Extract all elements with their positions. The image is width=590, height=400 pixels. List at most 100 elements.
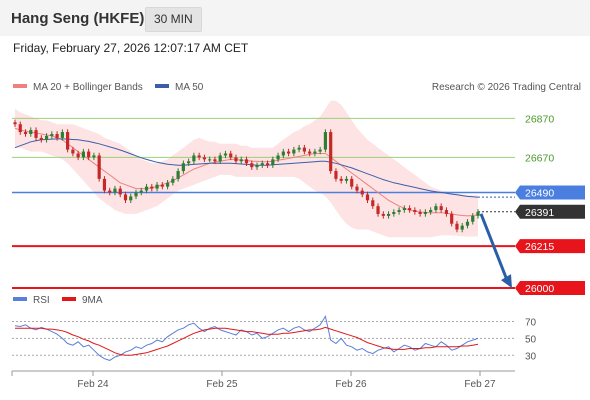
candle-body (313, 151, 317, 154)
candle-body (171, 178, 175, 183)
candle-body (66, 132, 70, 150)
support_1-tag (515, 239, 585, 254)
last_price-label: 26391 (525, 207, 554, 219)
candle-body (276, 155, 280, 160)
candle-body (155, 184, 159, 189)
ma20-legend-label: MA 20 + Bollinger Bands (33, 82, 143, 93)
candle-body (160, 184, 164, 187)
candle-body (50, 134, 54, 136)
ma50-legend-swatch (155, 84, 169, 88)
candle-body (139, 190, 143, 193)
rsi-ma-line (15, 326, 479, 356)
x-axis: Feb 24 Feb 25 Feb 26 Feb 27 (11, 370, 515, 390)
candle-body (439, 206, 443, 211)
candle-body (234, 157, 238, 162)
instrument-title: Hang Seng (HKFE) (11, 10, 145, 27)
candle-body (92, 155, 96, 158)
candle-body (350, 178, 354, 187)
rsi-legend-swatch (13, 297, 27, 301)
candle-body (29, 130, 33, 134)
rsi-tick-label: 70 (525, 317, 537, 328)
rsi-tick-label: 50 (525, 334, 537, 345)
candle-body (408, 208, 412, 211)
pivot-tag (515, 185, 585, 200)
rsi-ma-legend-label: 9MA (82, 295, 103, 306)
bollinger-band-area (15, 100, 478, 238)
candle-body (102, 178, 107, 191)
candle-body (13, 122, 17, 125)
candle-body (239, 159, 243, 162)
candle-body (34, 130, 38, 138)
candle-body (197, 155, 201, 158)
forecast-arrow-shaft (479, 213, 509, 281)
candle-body (165, 182, 170, 187)
candle-body (187, 161, 191, 164)
candle-body (39, 137, 43, 140)
candle-body (339, 178, 343, 181)
candle-body (413, 210, 417, 212)
candle-body (344, 178, 349, 181)
candle-body (208, 159, 212, 161)
candle-body (392, 212, 396, 214)
candle-body (323, 132, 328, 150)
candle-body (76, 153, 80, 158)
candle-body (376, 206, 380, 214)
forecast-arrow (479, 213, 512, 289)
credit-label: Research © 2026 Trading Central (432, 82, 581, 93)
candle-body (365, 194, 370, 201)
price-levels (12, 117, 515, 290)
timeframe-button[interactable]: 30 MIN (145, 7, 202, 32)
candle-body (271, 159, 275, 166)
forecast-arrow-head (501, 274, 512, 289)
pivot-label: 26490 (525, 188, 554, 200)
candlesticks (13, 119, 480, 233)
candle-body (423, 212, 427, 214)
candle-body (44, 135, 49, 140)
candle-body (434, 206, 438, 211)
candle-body (192, 155, 196, 162)
support_2-label: 26000 (525, 283, 554, 295)
x-tick-label: Feb 24 (77, 379, 109, 390)
candle-body (23, 132, 28, 134)
candle-body (265, 163, 270, 166)
candle-body (250, 163, 254, 168)
rsi-panel: 70 50 30 (12, 315, 537, 362)
candle-body (18, 124, 22, 133)
candle-body (123, 194, 128, 201)
candle-body (260, 163, 264, 166)
candle-body (108, 190, 112, 193)
ma20-legend-swatch (13, 84, 27, 88)
candle-body (281, 151, 285, 156)
candle-body (286, 151, 291, 154)
candle-body (81, 151, 85, 158)
candle-body (418, 212, 422, 214)
candle-body (402, 208, 406, 211)
support_1-label: 26215 (525, 241, 554, 253)
candle-body (218, 155, 222, 162)
last_price-tag (515, 204, 585, 219)
candle-body (355, 186, 359, 191)
candle-body (150, 186, 154, 189)
candle-body (334, 171, 338, 179)
candle-body (397, 210, 401, 212)
candle-body (118, 188, 122, 195)
x-tick-label: Feb 27 (464, 379, 496, 390)
candle-body (229, 153, 233, 158)
candle-body (450, 213, 454, 224)
x-tick-label: Feb 26 (335, 379, 367, 390)
candle-body (360, 190, 364, 195)
candle-body (71, 149, 75, 154)
candle-body (202, 157, 207, 160)
candle-body (386, 213, 391, 216)
candle-body (255, 165, 259, 168)
candle-body (460, 225, 464, 230)
candle-body (244, 159, 249, 164)
rsi-tick-label: 30 (525, 351, 537, 362)
rsi-ma-legend-swatch (62, 297, 76, 301)
candle-body (297, 147, 301, 150)
candle-body (465, 221, 470, 226)
rsi-legend-label: RSI (33, 295, 50, 306)
candle-body (329, 132, 333, 172)
candle-body (213, 159, 217, 162)
candle-body (371, 200, 375, 207)
